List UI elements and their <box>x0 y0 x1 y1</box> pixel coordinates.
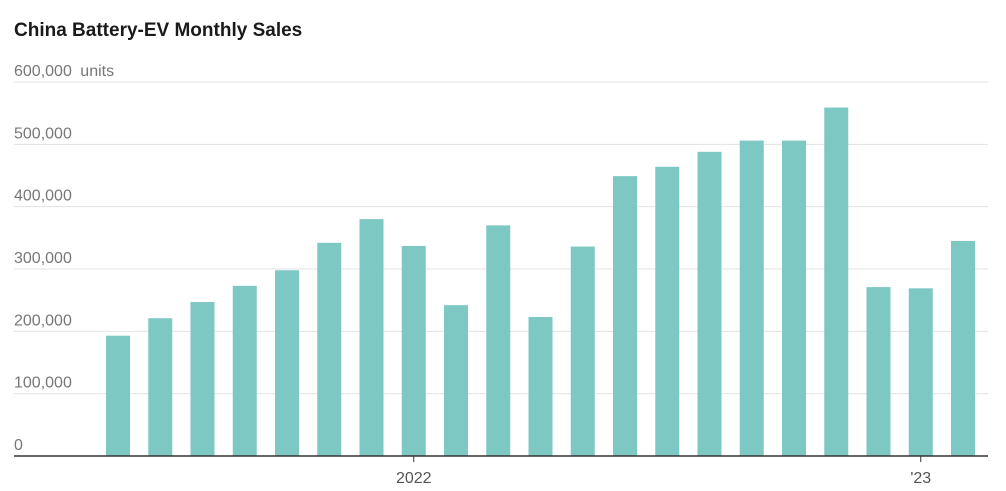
y-tick-label: 0 <box>14 437 23 454</box>
y-unit-label: units <box>80 63 114 80</box>
y-axis-labels: 0 100,000 200,000 300,000 400,000 500,000 600,… <box>14 63 114 454</box>
bar <box>570 246 595 456</box>
bar <box>908 288 933 456</box>
bars <box>106 107 975 457</box>
bar <box>528 316 553 456</box>
y-tick-label: 500,000 <box>14 125 72 142</box>
bar <box>782 140 806 457</box>
bar <box>275 270 299 456</box>
y-tick-label: 400,000 <box>14 188 72 205</box>
x-axis-labels: 2022 '23 <box>396 456 931 487</box>
bar <box>359 219 384 456</box>
chart-title: China Battery-EV Monthly Sales <box>14 20 303 41</box>
bar <box>317 242 342 456</box>
bar <box>106 335 130 456</box>
bar <box>148 318 173 456</box>
x-tick-label: '23 <box>910 470 931 487</box>
y-tick-label: 100,000 <box>14 375 72 392</box>
bar <box>655 166 680 457</box>
bar <box>444 305 468 456</box>
bar <box>824 107 849 456</box>
bar <box>697 151 722 456</box>
bar <box>613 176 637 456</box>
bar <box>190 302 215 456</box>
bar <box>951 240 975 456</box>
bar <box>739 140 764 457</box>
bar <box>401 245 426 456</box>
y-tick-label: 600,000 <box>14 63 72 80</box>
bar <box>486 225 511 456</box>
bar <box>232 285 257 456</box>
y-tick-label: 200,000 <box>14 312 72 329</box>
x-tick-label: 2022 <box>396 470 432 487</box>
bar <box>866 287 891 456</box>
y-tick-label: 300,000 <box>14 250 72 267</box>
